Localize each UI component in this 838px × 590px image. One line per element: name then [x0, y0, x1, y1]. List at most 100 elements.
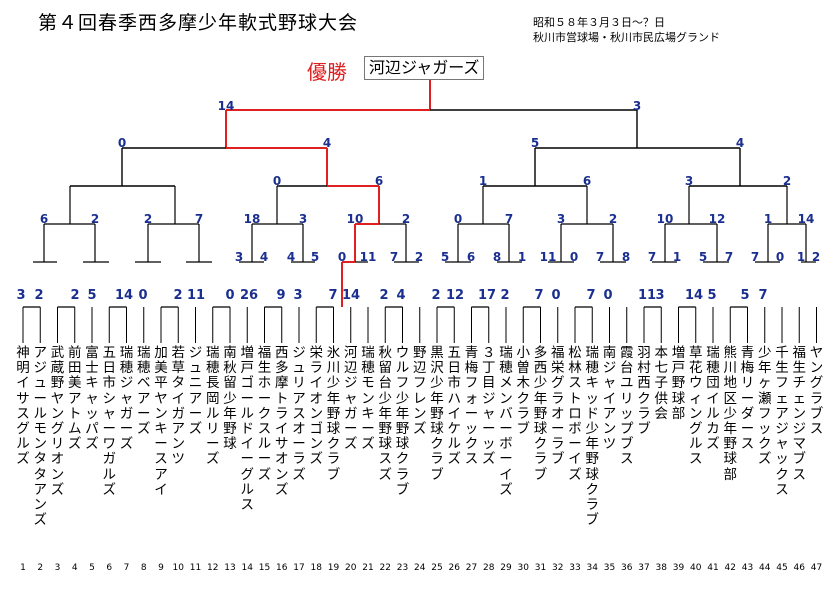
team-name: ジュリアスオーラズ: [292, 345, 306, 483]
team-name: 富士キャッパズ: [85, 345, 99, 453]
score-label: 11: [638, 288, 656, 303]
team-number: 6: [106, 563, 113, 573]
score-label: 6: [40, 212, 48, 226]
team-number: 7: [123, 563, 130, 573]
team-number: 15: [258, 563, 271, 573]
score-label: 0: [225, 288, 234, 303]
score-label: 2: [402, 212, 410, 226]
score-label: 7: [505, 212, 513, 226]
score-label: 5: [311, 250, 319, 264]
team-number: 24: [414, 563, 426, 573]
team-number: 37: [638, 563, 650, 573]
team-number: 26: [448, 563, 460, 573]
team-name: 野辺フレンズ: [413, 345, 427, 438]
team-name: 瑞穂キッド少年野球クラブ: [585, 345, 600, 529]
team-name: 少年ヶ瀬フックズ: [758, 345, 772, 468]
score-label: 0: [551, 288, 560, 303]
page-title: 第４回春季西多摩少年軟式野球大会: [38, 12, 359, 34]
team-name: ヤングラブス: [809, 345, 824, 438]
team-number: 5: [89, 563, 95, 573]
team-name: 瑞穂ジャガーズ: [119, 345, 134, 453]
team-number: 10: [172, 563, 184, 573]
team-name: 若草タイガアンツ: [171, 345, 186, 468]
team-name: 小曽木クラブ: [516, 345, 531, 438]
score-label: 0: [118, 136, 126, 150]
team-number: 2: [37, 563, 44, 573]
score-label: 0: [138, 288, 147, 303]
score-label: 3: [293, 288, 302, 303]
team-number: 9: [158, 563, 164, 573]
team-number: 31: [534, 563, 547, 573]
score-label: 3: [299, 212, 307, 226]
score-label: 12: [446, 288, 464, 303]
team-number: 4: [71, 563, 78, 573]
score-label: 7: [195, 212, 203, 226]
score-label: 5: [87, 288, 96, 303]
team-name: 氷川少年野球クラブ: [326, 345, 341, 483]
score-label: 14: [115, 288, 133, 303]
team-number: 28: [483, 563, 495, 573]
score-label: 0: [776, 250, 784, 264]
score-label: 7: [648, 250, 656, 264]
score-label: 0: [338, 250, 346, 264]
team-name: 五日市シャーワガルズ: [102, 345, 117, 498]
team-number: 21: [362, 563, 374, 573]
score-label: 4: [287, 250, 295, 264]
score-label: 2: [415, 250, 423, 264]
score-label: 3: [557, 212, 565, 226]
team-number: 8: [140, 563, 147, 573]
score-label: 14: [342, 288, 360, 303]
score-label: 2: [609, 212, 617, 226]
score-label: 7: [751, 250, 759, 264]
score-label: 8: [622, 250, 630, 264]
team-number: 23: [396, 563, 409, 573]
team-number: 35: [603, 563, 616, 573]
team-name: 西多摩トライサオンズ: [275, 345, 289, 498]
score-label: 0: [273, 174, 281, 188]
score-label: 1: [797, 250, 805, 264]
team-number: 45: [776, 563, 788, 573]
team-number: 11: [189, 563, 202, 573]
score-label: 3: [16, 288, 25, 303]
team-number: 36: [621, 563, 633, 573]
score-label: 2: [783, 174, 791, 188]
team-number: 46: [793, 563, 805, 573]
team-name: 熊川地区少年野球部: [723, 345, 738, 483]
score-label: 7: [758, 288, 767, 303]
score-label: 3: [235, 250, 243, 264]
team-name: 瑞穂モンキーズ: [361, 345, 375, 453]
team-number: 43: [741, 563, 754, 573]
team-number: 25: [431, 563, 443, 573]
team-name: 秋留台少年野球スズ: [378, 345, 393, 483]
team-number: 16: [276, 563, 288, 573]
team-name: 五日市ハイケルズ: [447, 345, 462, 468]
team-name: 福生チェンジマブス: [792, 345, 807, 483]
team-number: 27: [465, 563, 478, 573]
score-label: 3: [655, 288, 664, 303]
team-name: 栄ライオンゴンズ: [309, 345, 324, 468]
team-name: 瑞穂メンバーボーイズ: [499, 345, 513, 498]
score-label: 11: [187, 288, 205, 303]
score-label: 1: [673, 250, 681, 264]
team-name: 瑞穂ベアーズ: [137, 345, 151, 438]
score-label: 6: [375, 174, 383, 188]
score-label: 10: [347, 212, 364, 226]
score-label: 5: [441, 250, 449, 264]
team-name: 神明イサスグルズ: [16, 345, 30, 468]
team-number: 39: [672, 563, 685, 573]
team-number: 14: [241, 563, 253, 573]
score-label: 11: [360, 250, 377, 264]
score-label: 2: [34, 288, 43, 303]
score-label: 5: [740, 288, 749, 303]
score-label: 6: [467, 250, 475, 264]
team-name: 福生ホークスルーズ: [257, 345, 272, 483]
team-name: 青梅フォーックス: [464, 345, 479, 468]
score-label: 10: [657, 212, 674, 226]
score-label: 6: [583, 174, 591, 188]
team-number: 41: [707, 563, 719, 573]
score-label: 1: [764, 212, 772, 226]
score-label: 4: [260, 250, 268, 264]
score-label: 7: [328, 288, 337, 303]
score-label: 2: [70, 288, 79, 303]
